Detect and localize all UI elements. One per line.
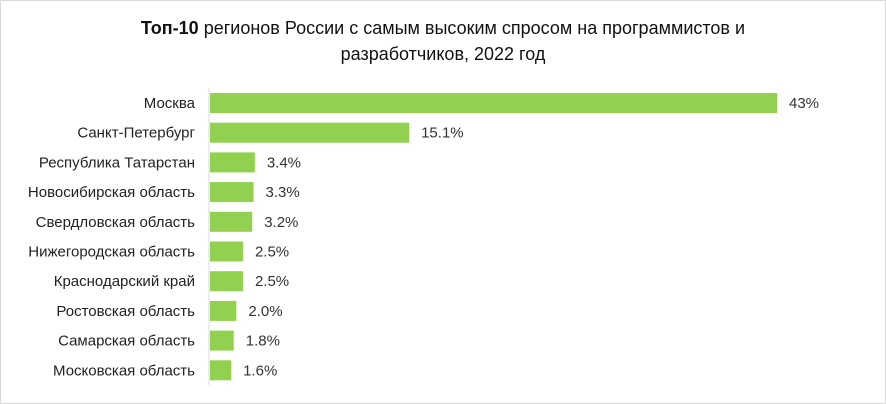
value-label: 15.1% [421,125,464,142]
category-label: Краснодарский край [54,273,195,290]
bar [210,182,254,203]
bar [210,241,243,262]
value-label: 2.0% [248,303,282,320]
bar [210,360,232,381]
value-label: 3.4% [267,154,301,171]
bar [210,122,410,143]
chart-title-line-1: Топ-10 регионов России с самым высоким с… [1,15,885,41]
chart-title-line-2: разработчиков, 2022 год [340,44,546,64]
chart-title-bold: Топ-10 [140,18,199,38]
category-label: Нижегородская область [28,244,195,261]
category-label: Новосибирская область [28,184,195,201]
bar [210,211,253,232]
chart-title: Топ-10 регионов России с самым высоким с… [1,15,885,67]
value-label: 3.3% [266,184,300,201]
category-label: Самарская область [58,333,195,350]
category-label: Республика Татарстан [39,154,195,171]
chart-title-rest: регионов России с самым высоким спросом … [203,18,746,38]
bar [210,152,255,173]
value-label: 1.8% [246,333,280,350]
category-label: Ростовская область [56,303,195,320]
bar [210,93,777,113]
bar [210,330,234,351]
bar [210,271,243,292]
category-label: Санкт-Петербург [77,125,195,142]
value-label: 3.2% [264,214,298,231]
bar [210,300,237,321]
value-label: 1.6% [243,362,277,379]
value-label: 43% [789,95,819,112]
value-label: 2.5% [255,244,289,261]
value-label: 2.5% [255,273,289,290]
category-label: Москва [144,95,196,112]
category-label: Московская область [53,362,195,379]
category-label: Свердловская область [36,214,196,231]
